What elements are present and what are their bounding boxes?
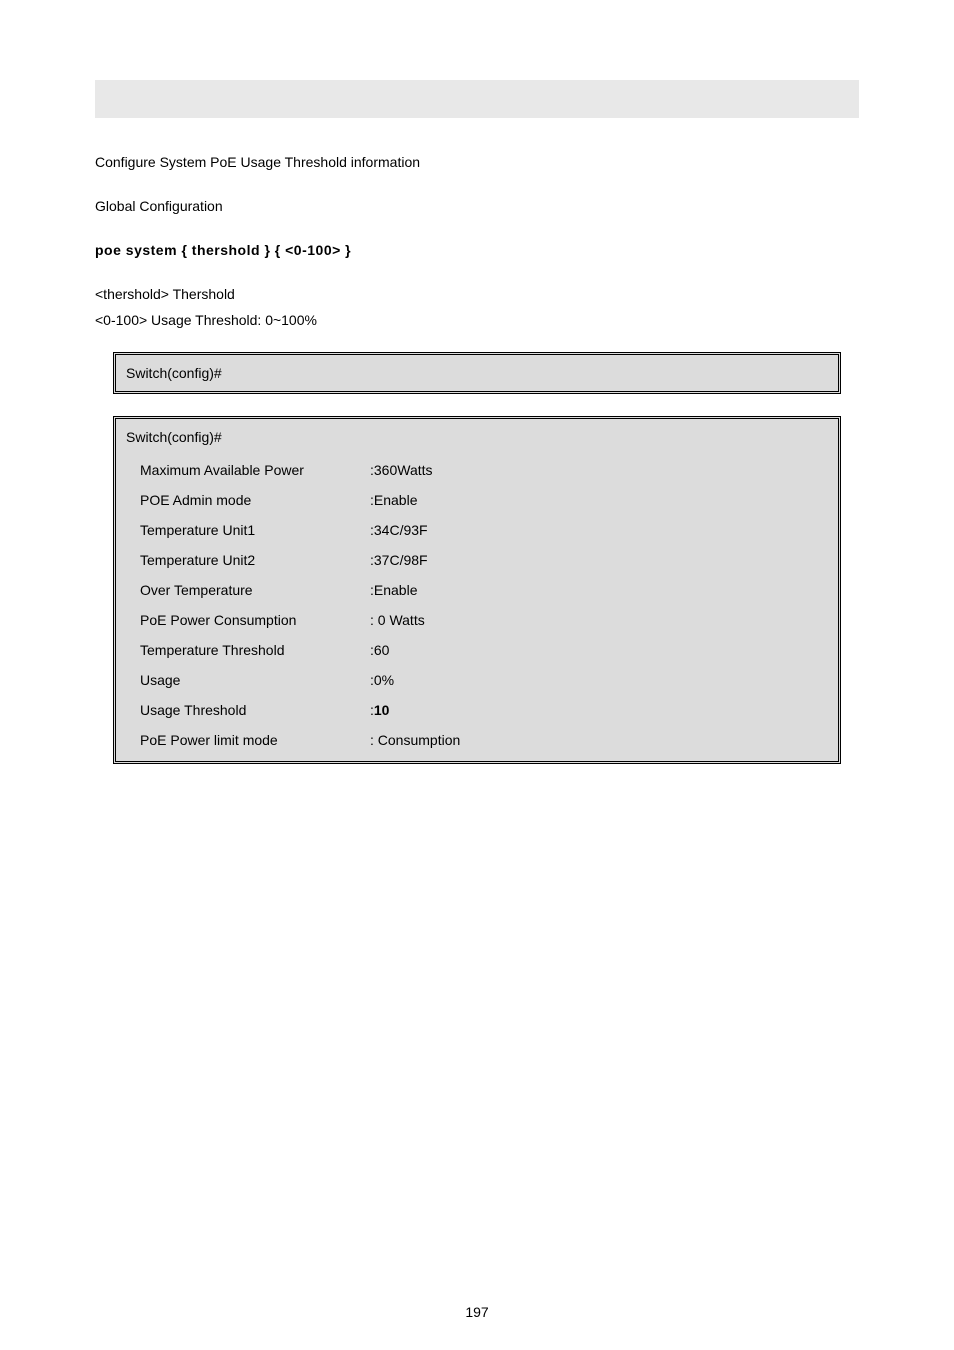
value-bold: 10 (374, 702, 390, 718)
output-row: POE Admin mode:Enable (116, 485, 838, 515)
output-value: :60 (370, 635, 838, 665)
output-value: : Consumption (370, 725, 838, 755)
output-value: :34C/93F (370, 515, 838, 545)
output-table: Maximum Available Power:360WattsPOE Admi… (116, 455, 838, 755)
output-value: :Enable (370, 485, 838, 515)
output-value: :37C/98F (370, 545, 838, 575)
output-label: PoE Power limit mode (116, 725, 370, 755)
output-label: Maximum Available Power (116, 455, 370, 485)
output-label: Usage (116, 665, 370, 695)
command-level-text: Global Configuration (95, 198, 859, 214)
output-value: : 0 Watts (370, 605, 838, 635)
output-label: Temperature Unit1 (116, 515, 370, 545)
output-row: PoE Power limit mode: Consumption (116, 725, 838, 755)
output-command-line: Switch(config)# (116, 419, 838, 455)
output-value: :360Watts (370, 455, 838, 485)
output-label: Usage Threshold (116, 695, 370, 725)
example-output-box: Switch(config)# Maximum Available Power:… (113, 416, 841, 764)
output-label: Over Temperature (116, 575, 370, 605)
page-number: 197 (0, 1304, 954, 1320)
output-value: :0% (370, 665, 838, 695)
syntax-braces: { thershold } { <0-100> } (181, 242, 351, 258)
output-label: PoE Power Consumption (116, 605, 370, 635)
output-row: PoE Power Consumption: 0 Watts (116, 605, 838, 635)
syntax-command: poe system { thershold } { <0-100> } (95, 242, 859, 258)
param-line-2: <0-100> Usage Threshold: 0~100% (95, 312, 859, 328)
output-label: Temperature Unit2 (116, 545, 370, 575)
output-label: Temperature Threshold (116, 635, 370, 665)
output-row: Over Temperature:Enable (116, 575, 838, 605)
output-row: Maximum Available Power:360Watts (116, 455, 838, 485)
description-text: Configure System PoE Usage Threshold inf… (95, 154, 859, 170)
example-command-box: Switch(config)# (113, 352, 841, 394)
output-tbody: Maximum Available Power:360WattsPOE Admi… (116, 455, 838, 755)
output-value: :Enable (370, 575, 838, 605)
output-row: Temperature Threshold:60 (116, 635, 838, 665)
output-prompt: Switch(config)# (126, 429, 222, 445)
param-line-1: <thershold> Thershold (95, 286, 859, 302)
output-value: :10 (370, 695, 838, 725)
example-command-line: Switch(config)# (116, 355, 838, 391)
page-container: Configure System PoE Usage Threshold inf… (0, 0, 954, 1350)
syntax-prefix: poe system (95, 242, 177, 258)
output-row: Usage Threshold:10 (116, 695, 838, 725)
output-row: Temperature Unit2:37C/98F (116, 545, 838, 575)
output-body: Maximum Available Power:360WattsPOE Admi… (116, 455, 838, 761)
output-row: Usage:0% (116, 665, 838, 695)
cmd-prompt: Switch(config)# (126, 365, 222, 381)
section-banner (95, 80, 859, 118)
output-label: POE Admin mode (116, 485, 370, 515)
output-row: Temperature Unit1:34C/93F (116, 515, 838, 545)
